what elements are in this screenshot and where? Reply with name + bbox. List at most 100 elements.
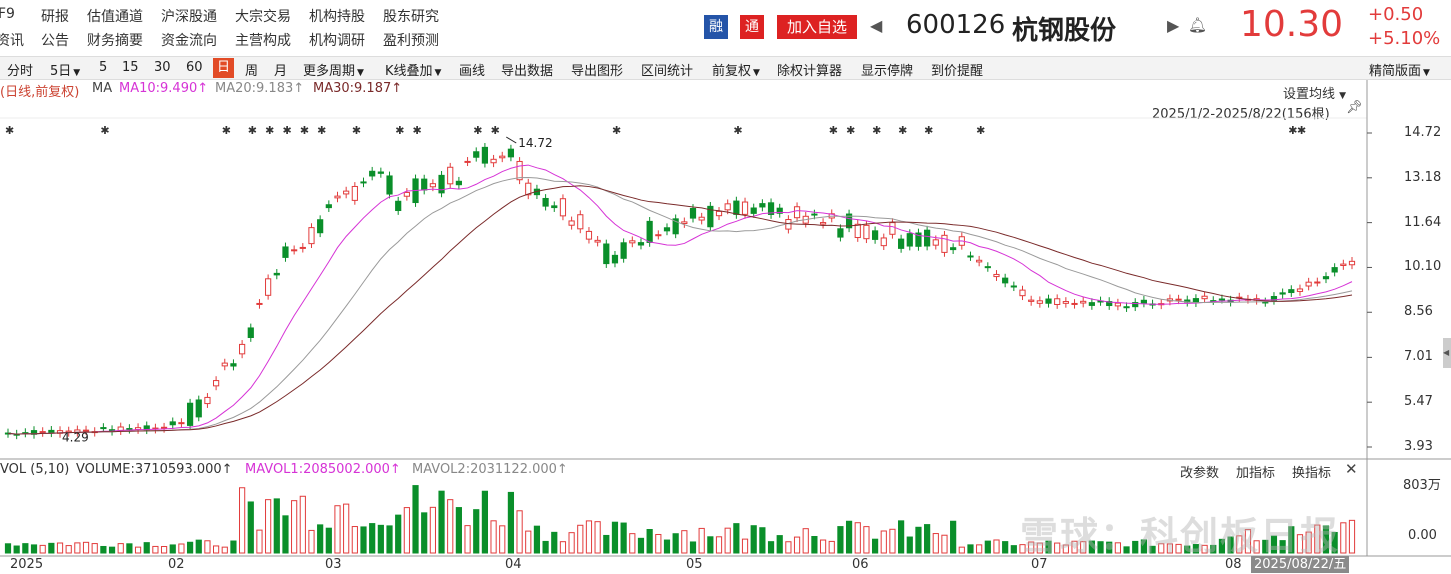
margin-tag[interactable]: 融 xyxy=(704,15,728,39)
layout-menu[interactable]: 精简版面 ▼ xyxy=(1369,60,1430,79)
period-60min[interactable]: 60 xyxy=(186,60,203,75)
high-price-label: 14.72 xyxy=(518,136,552,150)
more-period-menu[interactable]: 更多周期 ▼ xyxy=(303,60,364,79)
volume-bar xyxy=(490,520,497,554)
candle-body xyxy=(1314,281,1321,284)
event-marker: ✱ xyxy=(898,124,907,137)
stock-name: 杭钢股份 xyxy=(1012,16,1117,46)
candle-body xyxy=(1192,298,1200,304)
period-5day[interactable]: 5日 ▼ xyxy=(50,60,80,79)
volume-bar xyxy=(1253,540,1260,554)
candle-body xyxy=(169,421,176,426)
candle-body xyxy=(871,230,879,240)
volume-bar xyxy=(845,520,853,554)
set-ma-button[interactable]: 设置均线 ▼ xyxy=(1283,83,1346,102)
candle-body xyxy=(299,246,306,249)
nav-shareholder[interactable]: 股东研究 xyxy=(383,9,439,25)
nav-research[interactable]: 研报 xyxy=(41,9,69,25)
period-weekly[interactable]: 周 xyxy=(245,64,259,79)
export-chart-button[interactable]: 导出图形 xyxy=(571,64,624,79)
volume-bar xyxy=(1279,540,1286,554)
period-monthly[interactable]: 月 xyxy=(274,64,288,79)
adjust-menu[interactable]: 前复权 ▼ xyxy=(712,60,760,79)
volume-bar xyxy=(672,533,679,554)
nav-block-trade[interactable]: 大宗交易 xyxy=(235,9,291,25)
candle-body xyxy=(559,198,567,217)
nav-finance-summary[interactable]: 财务摘要 xyxy=(87,33,143,49)
event-marker: ✱ xyxy=(846,124,855,137)
pin-icon[interactable]: 📌︎ xyxy=(1346,100,1363,115)
kline-overlay-menu[interactable]: K线叠加 ▼ xyxy=(385,60,441,79)
show-suspended-button[interactable]: 显示停牌 xyxy=(861,64,914,79)
change-params-button[interactable]: 改参数 xyxy=(1180,466,1220,481)
kline-overlay-label: K线叠加 xyxy=(385,64,433,79)
event-marker: ✱ xyxy=(1297,124,1306,137)
volume-bar xyxy=(802,528,809,554)
price-tick-label: 10.10 xyxy=(1404,259,1442,275)
chevron-down-icon: ▼ xyxy=(753,68,760,78)
exrights-calc-button[interactable]: 除权计算器 xyxy=(777,64,843,79)
volume-bar xyxy=(898,520,905,554)
candle-body xyxy=(1054,298,1061,305)
volume-bar xyxy=(1054,542,1061,554)
nav-business[interactable]: 主营构成 xyxy=(235,33,291,49)
volume-bar xyxy=(932,533,939,554)
volume-bar xyxy=(291,500,298,554)
connect-tag[interactable]: 通 xyxy=(740,15,764,39)
candle-body xyxy=(889,222,896,235)
close-icon[interactable]: ✕ xyxy=(1345,460,1358,478)
candle-body xyxy=(395,200,402,212)
candle-body xyxy=(950,247,957,251)
add-indicator-button[interactable]: 加指标 xyxy=(1236,466,1276,481)
volume-bar xyxy=(108,546,116,554)
candle-body xyxy=(291,249,298,252)
candle-body xyxy=(1331,267,1338,273)
nav-f9[interactable]: F9 xyxy=(0,6,15,22)
period-daily[interactable]: 日 xyxy=(213,58,235,78)
export-data-button[interactable]: 导出数据 xyxy=(501,64,554,79)
nav-announcement[interactable]: 公告 xyxy=(41,33,69,49)
draw-line-button[interactable]: 画线 xyxy=(459,64,486,79)
nav-fund-flow[interactable]: 资金流向 xyxy=(161,33,217,49)
period-intraday[interactable]: 分时 xyxy=(7,64,34,79)
nav-valuation[interactable]: 估值通道 xyxy=(87,9,143,25)
add-watchlist-button[interactable]: 加入自选 xyxy=(777,15,857,39)
switch-indicator-button[interactable]: 换指标 xyxy=(1292,466,1332,481)
event-marker: ✱ xyxy=(1288,124,1297,137)
volume-bar xyxy=(828,540,835,554)
volume-bar xyxy=(1227,536,1234,554)
candle-body xyxy=(100,427,107,430)
next-stock-icon[interactable]: ▶ xyxy=(1167,16,1180,35)
period-15min[interactable]: 15 xyxy=(122,60,139,75)
volume-bar xyxy=(1132,540,1139,554)
price-alert-button[interactable]: 到价提醒 xyxy=(931,64,984,79)
prev-stock-icon[interactable]: ◀ xyxy=(870,16,883,35)
candle-body xyxy=(707,205,714,228)
volume-bar xyxy=(637,537,645,554)
period-30min[interactable]: 30 xyxy=(154,60,171,75)
candle-body xyxy=(1201,295,1208,300)
volume-bar xyxy=(976,544,983,554)
nav-news[interactable]: 资讯 xyxy=(0,33,24,49)
nav-institution-survey[interactable]: 机构调研 xyxy=(309,33,365,49)
volume-bar xyxy=(620,522,627,554)
bell-icon[interactable]: 🔔︎ xyxy=(1188,16,1208,34)
volume-bar xyxy=(880,530,887,554)
volume-bar xyxy=(1045,540,1052,554)
nav-earnings-forecast[interactable]: 盈利预测 xyxy=(383,33,439,49)
period-5min[interactable]: 5 xyxy=(99,60,108,75)
nav-hk-connect[interactable]: 沪深股通 xyxy=(161,9,217,25)
volume-bar xyxy=(91,543,98,554)
ma30-line xyxy=(7,185,1353,435)
candle-body xyxy=(759,203,766,208)
event-marker: ✱ xyxy=(924,124,933,137)
nav-institution-holding[interactable]: 机构持股 xyxy=(309,9,365,25)
range-stats-button[interactable]: 区间统计 xyxy=(641,64,694,79)
ma10-label: MA10:9.490↑ xyxy=(119,81,209,96)
candle-body xyxy=(898,238,905,249)
volume-bar xyxy=(906,536,913,554)
volume-bar xyxy=(65,545,72,554)
last-price: 10.30 xyxy=(1240,4,1344,45)
scrollbar-handle[interactable]: ◀ xyxy=(1443,338,1451,368)
